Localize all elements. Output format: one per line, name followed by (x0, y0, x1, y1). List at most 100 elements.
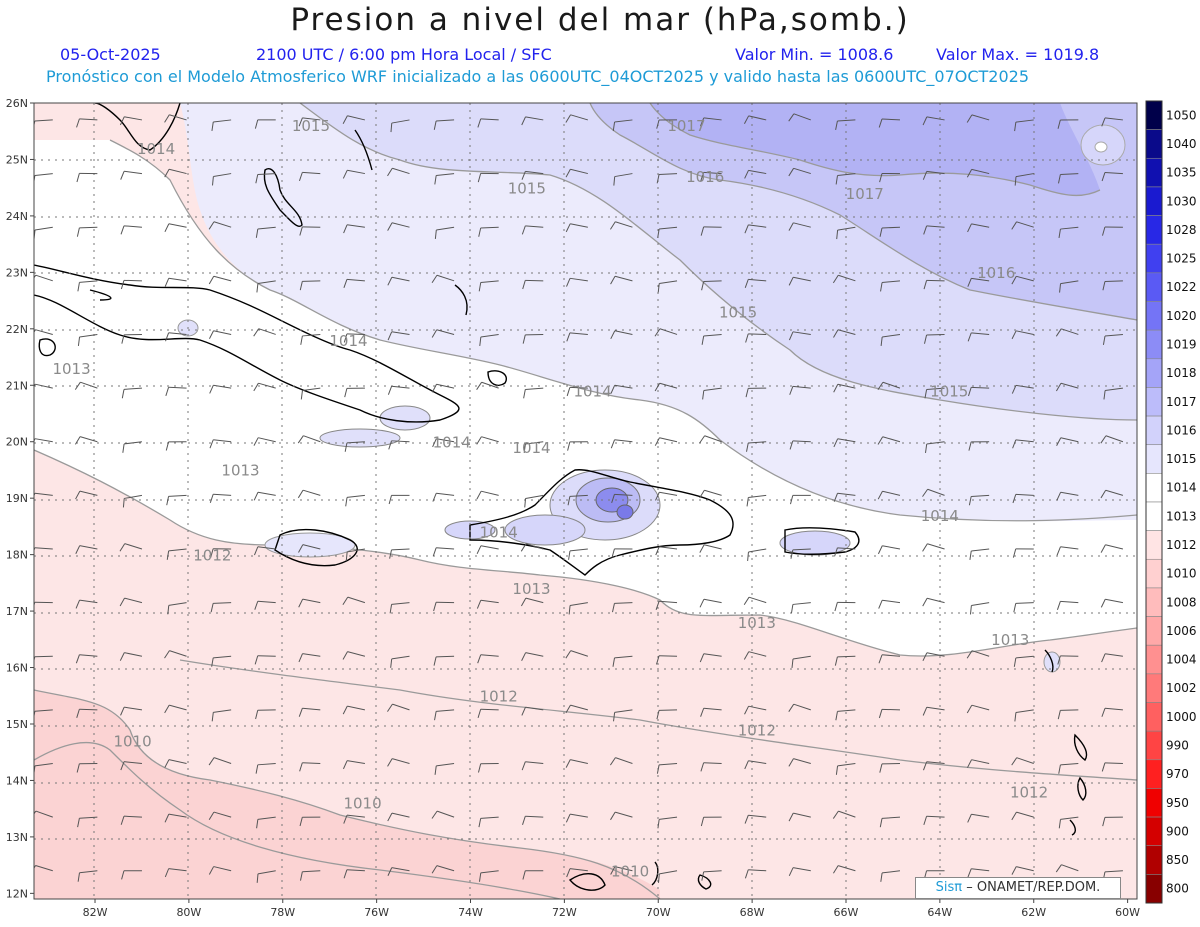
colorbar-label: 1002 (1166, 681, 1197, 695)
wind-barb (346, 441, 365, 444)
wind-barb-feather (343, 333, 348, 343)
lon-label: 60W (1115, 906, 1140, 919)
wind-barb-feather (75, 599, 80, 609)
colorbar-label: 800 (1166, 882, 1189, 896)
wind-barb (124, 116, 143, 121)
wind-barb-feather (76, 173, 80, 183)
isobar-label: 1016 (686, 168, 724, 186)
wind-barb (391, 655, 410, 660)
lon-label: 78W (270, 906, 295, 919)
isobar-label: 1013 (991, 631, 1029, 649)
wind-barb (659, 546, 678, 550)
wind-barb-feather (1101, 117, 1106, 127)
wind-barb (480, 816, 499, 819)
wind-barb (703, 387, 722, 391)
wind-barb-feather (834, 602, 838, 612)
wind-barb (792, 867, 811, 872)
wind-barb (659, 382, 678, 389)
wind-barb (614, 330, 633, 335)
wind-barb-feather (387, 277, 393, 286)
wind-barb (926, 441, 945, 445)
isobar-label: 1014 (433, 433, 471, 451)
wind-barb-feather (1100, 599, 1106, 608)
wind-barb-feather (76, 763, 80, 773)
credit-brand: Sisπ (935, 880, 963, 895)
wind-barb-feather (387, 222, 393, 231)
wind-barb-feather (297, 435, 304, 444)
wind-barb (926, 116, 945, 121)
wind-barb (525, 543, 544, 550)
wind-barb-feather (567, 441, 571, 451)
colorbar-label: 1022 (1166, 280, 1197, 294)
wind-barb-feather (1012, 548, 1017, 558)
wind-barb (1060, 491, 1079, 496)
wind-barb (525, 225, 544, 228)
wind-barb (615, 757, 633, 764)
wind-barb (257, 816, 276, 820)
colorbar-label: 1000 (1166, 710, 1197, 724)
lat-label: 13N (6, 831, 28, 844)
wind-barb (792, 548, 811, 551)
isobar-label: 1014 (480, 524, 518, 542)
colorbar-label: 1025 (1166, 252, 1197, 266)
wind-barb (302, 171, 321, 175)
wind-barb-feather (208, 811, 215, 821)
wind-barb (1104, 117, 1123, 121)
wind-barb (703, 280, 722, 282)
wind-barb-feather (788, 703, 795, 712)
wind-barb (525, 116, 544, 121)
wind-barb (748, 869, 767, 872)
wind-barb-feather (478, 872, 482, 882)
wind-barb (480, 545, 499, 550)
wind-barb-feather (120, 225, 125, 235)
wind-barb-feather (565, 813, 571, 823)
isobar-label: 1014 (921, 507, 959, 525)
wind-barb (971, 277, 990, 282)
lat-label: 18N (6, 549, 28, 562)
wind-barb-feather (879, 818, 883, 828)
wind-barb-feather (208, 275, 215, 285)
wind-barb-feather (658, 873, 660, 883)
wind-barb-feather (701, 335, 705, 345)
wind-barb-feather (119, 543, 126, 552)
wind-barb-feather (75, 490, 81, 500)
isobar-label: 1017 (846, 185, 884, 203)
wind-barb (659, 226, 678, 230)
wind-barb (614, 173, 633, 178)
wind-barb-feather (521, 225, 526, 235)
wind-barb-feather (164, 223, 170, 233)
wind-barb (659, 328, 678, 335)
colorbar-swatch (1145, 301, 1163, 331)
wind-barb (302, 489, 321, 496)
wind-barb-feather (1102, 226, 1106, 236)
wind-barb-feather (613, 176, 616, 186)
wind-barb (614, 439, 633, 443)
wind-barb (480, 708, 499, 711)
wind-barb (213, 709, 232, 713)
wind-barb-feather (655, 492, 660, 501)
wind-barb (525, 761, 544, 765)
wind-barb-feather (521, 116, 526, 126)
wind-barb (436, 383, 455, 389)
wind-barb (346, 333, 365, 335)
wind-barb (838, 274, 856, 282)
wind-barb-feather (967, 868, 972, 878)
colorbar-swatch (1145, 329, 1163, 360)
wind-barb-feather (431, 810, 438, 819)
wind-barb-feather (567, 496, 571, 506)
colorbar-label: 1050 (1166, 108, 1197, 122)
wind-barb (614, 602, 633, 604)
wind-barb-feather (966, 759, 973, 768)
wind-barb (971, 332, 990, 335)
wind-barb-feather (522, 870, 526, 880)
lon-label: 62W (1021, 906, 1046, 919)
wind-barb-feather (1011, 811, 1017, 821)
wind-barb-feather (121, 334, 125, 344)
wind-barb-feather (613, 712, 616, 722)
wind-barb-feather (565, 114, 572, 123)
wind-barb (748, 651, 767, 657)
wind-barb (615, 811, 633, 818)
wind-barb (436, 655, 455, 658)
wind-barb-feather (121, 389, 125, 399)
wind-barb-feather (208, 330, 214, 339)
